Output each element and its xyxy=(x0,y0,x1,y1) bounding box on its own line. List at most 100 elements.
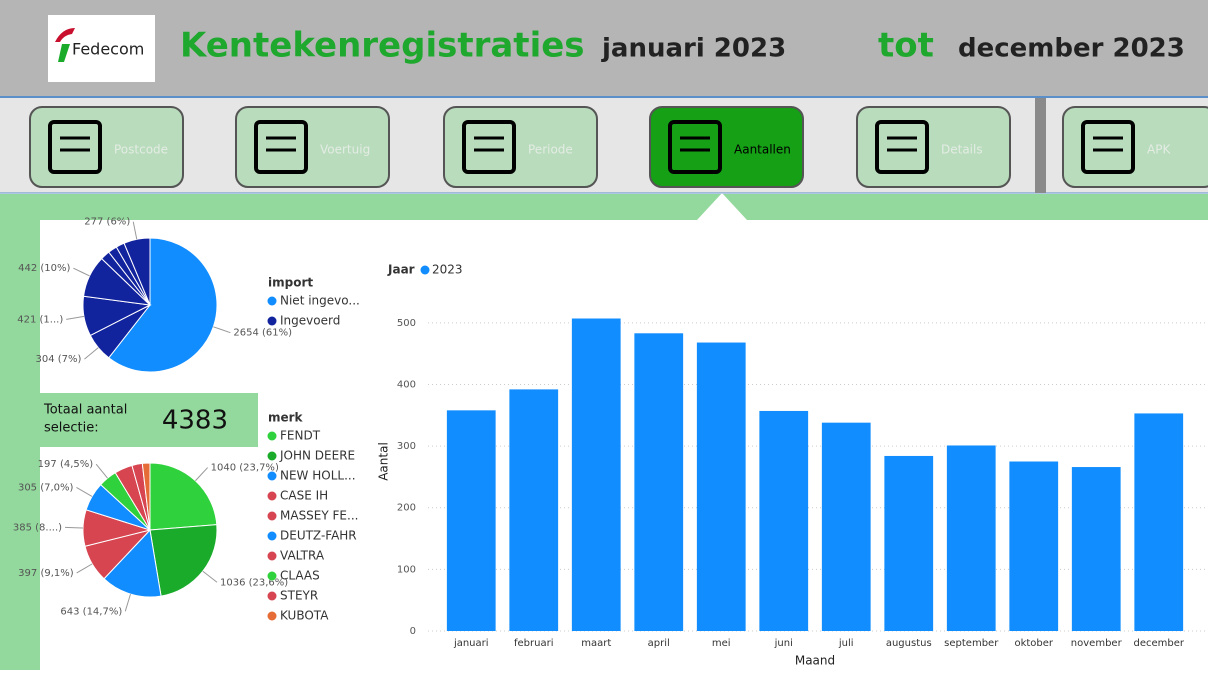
nav-button[interactable] xyxy=(856,106,1011,188)
nav-label: Voertuig xyxy=(320,143,370,157)
legend-swatch xyxy=(267,511,277,521)
legend-swatch xyxy=(267,491,277,501)
nav-label: Details xyxy=(941,143,983,157)
tot: tot xyxy=(878,26,934,66)
pie-label: 277 (6%) xyxy=(84,217,130,228)
pie-label: 385 (8....) xyxy=(13,522,62,533)
total-label: selectie: xyxy=(44,421,99,436)
legend-label: DEUTZ-FAHR xyxy=(280,529,357,543)
pie-slice xyxy=(149,524,218,597)
leader-line xyxy=(65,526,84,529)
pie-label: 442 (10%) xyxy=(18,263,70,274)
leader-line xyxy=(95,463,108,479)
legend-label: JOHN DEERE xyxy=(279,449,355,463)
legend-swatch xyxy=(267,531,277,541)
x-tick-label: december xyxy=(1133,638,1184,649)
legend-swatch xyxy=(420,265,430,275)
y-tick-label: 300 xyxy=(397,441,416,452)
legend-swatch xyxy=(267,451,277,461)
y-tick-label: 200 xyxy=(397,503,416,514)
legend-label: CASE IH xyxy=(280,489,328,503)
nav-button[interactable] xyxy=(29,106,184,188)
legend-swatch xyxy=(267,296,277,306)
bar xyxy=(696,342,746,631)
leader-line xyxy=(66,315,85,320)
legend-label: NEW HOLL... xyxy=(280,469,356,483)
nav-icon xyxy=(875,120,929,174)
bar xyxy=(509,389,559,631)
logo-mark xyxy=(55,28,75,42)
x-tick-label: mei xyxy=(712,638,731,649)
legend-label: CLAAS xyxy=(280,569,320,583)
nav-label: Postcode xyxy=(114,143,168,157)
bar xyxy=(634,333,684,631)
nav-label: APK xyxy=(1147,143,1171,157)
nav-button[interactable] xyxy=(235,106,390,188)
bar xyxy=(1134,413,1184,631)
bar xyxy=(821,422,871,631)
leader-line xyxy=(124,593,131,612)
nav-icon xyxy=(462,120,516,174)
x-tick-label: februari xyxy=(514,638,554,649)
pie-label: 305 (7,0%) xyxy=(18,482,74,493)
x-tick-label: juni xyxy=(774,638,793,649)
x-tick-label: januari xyxy=(453,638,489,649)
legend-label: VALTRA xyxy=(280,549,325,563)
nav-icon xyxy=(668,120,722,174)
nav-icon xyxy=(254,120,308,174)
nav-button[interactable] xyxy=(1062,106,1208,188)
legend-swatch xyxy=(267,551,277,561)
y-tick-label: 400 xyxy=(397,379,416,390)
y-tick-label: 0 xyxy=(410,626,416,637)
pie-slice xyxy=(149,462,218,531)
legend-label: KUBOTA xyxy=(280,609,329,623)
legend-label: 2023 xyxy=(432,263,463,277)
legend-swatch xyxy=(267,611,277,621)
legend-swatch xyxy=(267,571,277,581)
y-tick-label: 100 xyxy=(397,564,416,575)
pie-label: 421 (1...) xyxy=(17,314,63,325)
total-label: Totaal aantal xyxy=(43,403,127,418)
pie-label: 197 (4,5%) xyxy=(38,459,94,470)
legend-label: Ingevoerd xyxy=(280,314,340,328)
nav-icon xyxy=(48,120,102,174)
legend-swatch xyxy=(267,316,277,326)
bar xyxy=(1071,467,1121,631)
bar xyxy=(759,410,809,631)
legend-title: import xyxy=(268,276,313,290)
pie-slice xyxy=(108,237,218,373)
legend-label: MASSEY FE... xyxy=(280,509,358,523)
leader-line xyxy=(132,221,138,240)
x-tick-label: april xyxy=(648,638,670,649)
x-axis-label: Maand xyxy=(795,654,835,668)
y-axis-label: Aantal xyxy=(377,442,391,481)
pie-label: 1036 (23,6%) xyxy=(220,577,288,588)
leader-line xyxy=(84,347,99,360)
bar xyxy=(946,445,996,631)
leader-line xyxy=(76,486,93,497)
nav-button[interactable] xyxy=(443,106,598,188)
x-tick-label: september xyxy=(944,638,999,649)
total-value: 4383 xyxy=(162,406,228,436)
pie-label: 2654 (61%) xyxy=(233,328,292,339)
legend-label: FENDT xyxy=(280,429,321,443)
period-from: januari 2023 xyxy=(601,34,786,64)
logo-mark xyxy=(58,44,70,62)
nav-icon xyxy=(1081,120,1135,174)
leader-line xyxy=(213,326,231,334)
pie-label: 397 (9,1%) xyxy=(18,568,74,579)
pointer xyxy=(697,193,747,220)
x-tick-label: november xyxy=(1071,638,1123,649)
leader-line xyxy=(202,570,218,583)
bar xyxy=(446,410,496,631)
title: Kentekenregistraties xyxy=(180,26,585,66)
nav-button[interactable] xyxy=(649,106,804,188)
nav-label: Aantallen xyxy=(734,143,791,157)
x-tick-label: augustus xyxy=(886,638,932,649)
y-tick-label: 500 xyxy=(397,318,416,329)
legend-title: merk xyxy=(268,411,304,425)
logo-text: Fedecom xyxy=(72,40,144,59)
leader-line xyxy=(195,467,209,482)
nav-label: Periode xyxy=(528,143,573,157)
